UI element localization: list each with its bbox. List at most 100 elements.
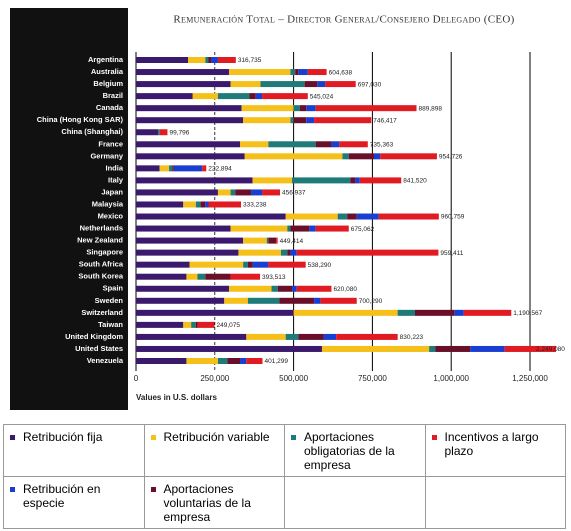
bar-segment	[268, 141, 316, 148]
bar-segment	[241, 105, 294, 112]
bar-segment	[339, 141, 368, 148]
bar-segment	[228, 285, 272, 292]
bar-segment	[195, 321, 198, 328]
bar-segment	[205, 201, 209, 208]
bar-segment	[205, 273, 231, 280]
bar-segment	[240, 358, 247, 364]
bar-segment	[224, 297, 248, 304]
bar-segment	[252, 261, 269, 268]
bar-segment	[378, 213, 439, 220]
category-label: Switzerland	[81, 308, 123, 317]
category-label: South Africa	[79, 260, 124, 269]
bar-segment	[290, 249, 297, 256]
bar-segment	[276, 237, 278, 244]
total-label: 700,290	[359, 298, 383, 305]
category-label: Italy	[108, 175, 124, 184]
category-label: South Korea	[78, 272, 123, 281]
total-label: 735,363	[370, 141, 394, 148]
bar-segment	[208, 201, 242, 208]
category-label: Brazil	[103, 91, 123, 100]
total-label: 960,759	[441, 214, 465, 221]
bar-segment	[246, 358, 263, 364]
bar-segment	[205, 57, 209, 63]
total-label: 620,080	[333, 286, 357, 293]
bar-segment	[315, 225, 349, 232]
bar-segment	[243, 117, 291, 124]
bar-segment	[255, 93, 263, 100]
bar-segment	[200, 201, 206, 208]
bar-segment	[136, 165, 160, 172]
category-label: China (Shanghai)	[61, 127, 123, 136]
bar-segment	[136, 57, 189, 63]
bar-segment	[136, 129, 159, 136]
bar-segment	[217, 93, 250, 100]
bar-segment	[299, 105, 307, 112]
bar-segment	[230, 189, 236, 196]
total-label: 2,249,080	[536, 346, 565, 353]
bar-segment	[268, 237, 277, 244]
total-label: 954,726	[439, 154, 463, 161]
legend-label: Retribución variable	[163, 430, 270, 444]
bar-segment	[315, 141, 332, 148]
bar-segment	[136, 117, 244, 124]
bar-segment	[136, 333, 247, 340]
bar-segment	[211, 57, 218, 63]
x-tick-label: 250,000	[200, 374, 229, 383]
bar-segment	[136, 69, 229, 76]
category-label: Sweden	[95, 296, 124, 305]
total-label: 401,299	[264, 358, 288, 365]
bar-segment	[296, 285, 332, 292]
bar-segment	[136, 141, 241, 148]
bar-segment	[314, 297, 321, 304]
bar-segment	[262, 189, 281, 196]
x-tick-label: 1,250,000	[512, 374, 548, 383]
legend-label: Retribución fija	[23, 430, 103, 444]
bar-segment	[191, 321, 196, 328]
bar-segment	[159, 129, 168, 136]
bar-segment	[323, 333, 337, 340]
category-label: Argentina	[88, 55, 124, 64]
bar-segment	[208, 57, 212, 63]
category-label: Belgium	[93, 79, 123, 88]
bar-segment	[197, 273, 206, 280]
total-label: 333,238	[243, 202, 267, 209]
bar-segment	[304, 81, 318, 88]
bar-segment	[173, 165, 203, 172]
bar-segment	[136, 321, 184, 328]
category-label: Spain	[103, 284, 124, 293]
bar-segment	[249, 93, 256, 100]
total-label: 99,796	[169, 129, 189, 136]
bar-segment	[337, 213, 348, 220]
bar-segment	[230, 81, 261, 88]
x-axis-label: Values in U.S. dollars	[136, 393, 217, 402]
total-label: 675,062	[351, 226, 375, 233]
bar-segment	[292, 177, 351, 184]
bar-segment	[306, 117, 315, 124]
bar-segment	[247, 261, 253, 268]
bar-segment	[380, 153, 437, 160]
category-label: Mexico	[98, 212, 124, 221]
bar-segment	[227, 358, 241, 364]
bar-segment	[285, 213, 338, 220]
bar-segment	[321, 345, 430, 352]
bar-segment	[136, 153, 245, 160]
category-label: China (Hong Kong SAR)	[37, 115, 124, 124]
category-label: India	[105, 163, 123, 172]
bar-segment	[169, 165, 173, 172]
legend-item: Retribución variable	[150, 430, 279, 444]
bar-segment	[136, 213, 286, 220]
legend-swatch	[431, 435, 437, 440]
total-label: 545,024	[310, 93, 334, 100]
legend-label: Aportaciones obligatorias de la empresa	[304, 430, 395, 472]
bar-segment	[136, 225, 231, 232]
legend-item: Retribución fija	[10, 430, 138, 444]
bar-segment	[159, 165, 170, 172]
category-label: Australia	[91, 67, 124, 76]
bar-segment	[331, 141, 340, 148]
bar-segment	[295, 69, 299, 76]
bar-segment	[336, 333, 398, 340]
bar-segment	[292, 285, 297, 292]
bar-segment	[315, 105, 417, 112]
category-label: Malaysia	[92, 199, 124, 208]
category-label: Venezuela	[87, 356, 124, 365]
